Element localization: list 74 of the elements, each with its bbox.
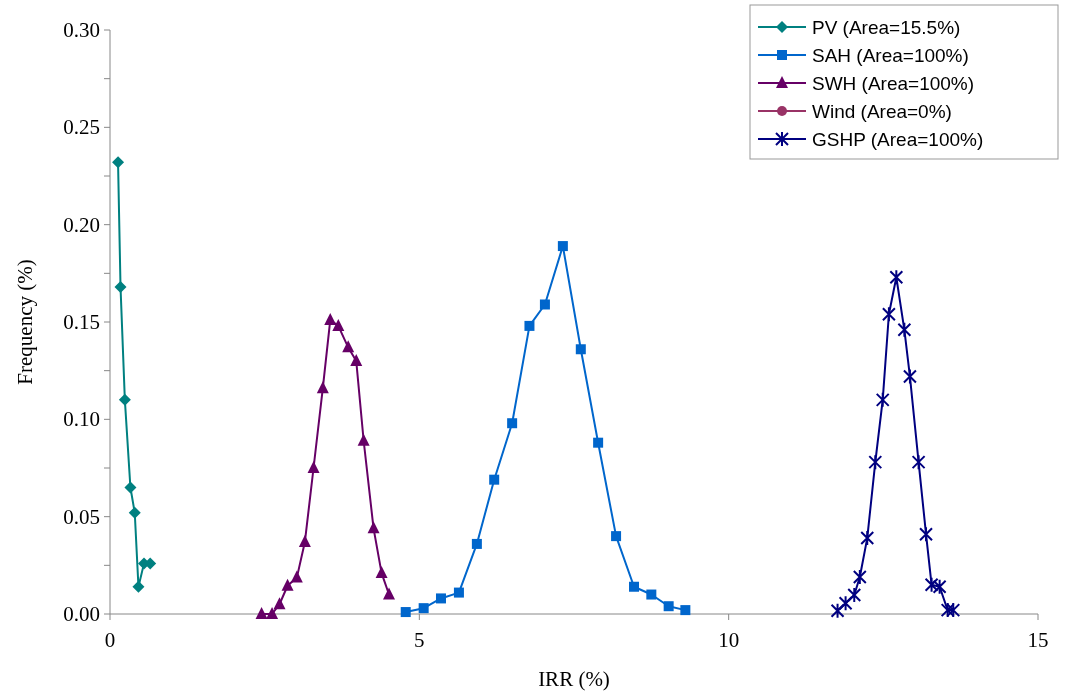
point <box>112 156 125 169</box>
x-tick-label: 0 <box>104 628 116 652</box>
point <box>128 506 141 519</box>
point <box>383 587 396 600</box>
point <box>124 481 137 494</box>
y-tick-label: 0.30 <box>63 18 100 42</box>
point <box>902 368 917 385</box>
point <box>471 538 482 549</box>
point <box>453 587 464 598</box>
point <box>316 381 329 394</box>
point <box>919 526 934 543</box>
point <box>663 601 674 612</box>
point <box>418 603 429 614</box>
legend-label: SAH (Area=100%) <box>812 45 969 66</box>
point <box>375 566 388 579</box>
point <box>629 581 640 592</box>
point <box>646 589 657 600</box>
x-axis-title: IRR (%) <box>538 667 610 691</box>
point <box>524 320 535 331</box>
point <box>290 570 303 583</box>
point <box>298 534 311 547</box>
legend-label: SWH (Area=100%) <box>812 73 975 94</box>
point <box>367 521 380 534</box>
point <box>324 313 337 326</box>
y-tick-label: 0.25 <box>63 115 100 140</box>
y-tick-label: 0.15 <box>63 310 100 334</box>
point <box>489 474 500 485</box>
point <box>593 437 604 448</box>
point <box>357 433 370 446</box>
point <box>680 605 691 616</box>
point <box>860 530 875 547</box>
point <box>830 602 845 619</box>
y-axis-title: Frequency (%) <box>13 259 37 385</box>
point <box>911 454 926 471</box>
legend-label: Wind (Area=0%) <box>812 101 952 122</box>
point <box>924 576 939 593</box>
y-tick-label: 0.00 <box>63 602 100 626</box>
point <box>575 344 586 355</box>
point <box>946 602 961 619</box>
legend-label: PV (Area=15.5%) <box>812 17 961 38</box>
y-tick-label: 0.20 <box>63 212 100 237</box>
point <box>539 299 550 310</box>
point <box>132 580 145 593</box>
point <box>332 318 345 331</box>
point <box>847 586 862 603</box>
point <box>342 340 355 353</box>
point <box>611 531 622 542</box>
point <box>255 607 268 619</box>
legend-label: GSHP (Area=100%) <box>812 129 984 150</box>
point <box>118 393 131 406</box>
point <box>507 418 518 429</box>
point <box>266 607 279 619</box>
point <box>897 321 912 338</box>
point <box>889 269 904 286</box>
point <box>875 391 890 408</box>
point <box>114 280 127 293</box>
point <box>273 597 286 610</box>
point <box>881 306 896 323</box>
point <box>932 578 947 595</box>
point <box>307 461 320 473</box>
point <box>557 241 568 252</box>
point <box>435 593 446 604</box>
point <box>852 569 867 586</box>
point <box>868 454 883 471</box>
point <box>281 578 294 591</box>
y-tick-label: 0.05 <box>63 504 100 529</box>
point <box>940 602 955 619</box>
x-tick-label: 10 <box>718 628 740 652</box>
y-tick-label: 0.10 <box>63 407 100 432</box>
point <box>400 607 411 618</box>
point <box>350 353 363 366</box>
x-tick-label: 15 <box>1027 628 1049 652</box>
x-tick-label: 5 <box>414 628 425 652</box>
point <box>838 595 853 612</box>
